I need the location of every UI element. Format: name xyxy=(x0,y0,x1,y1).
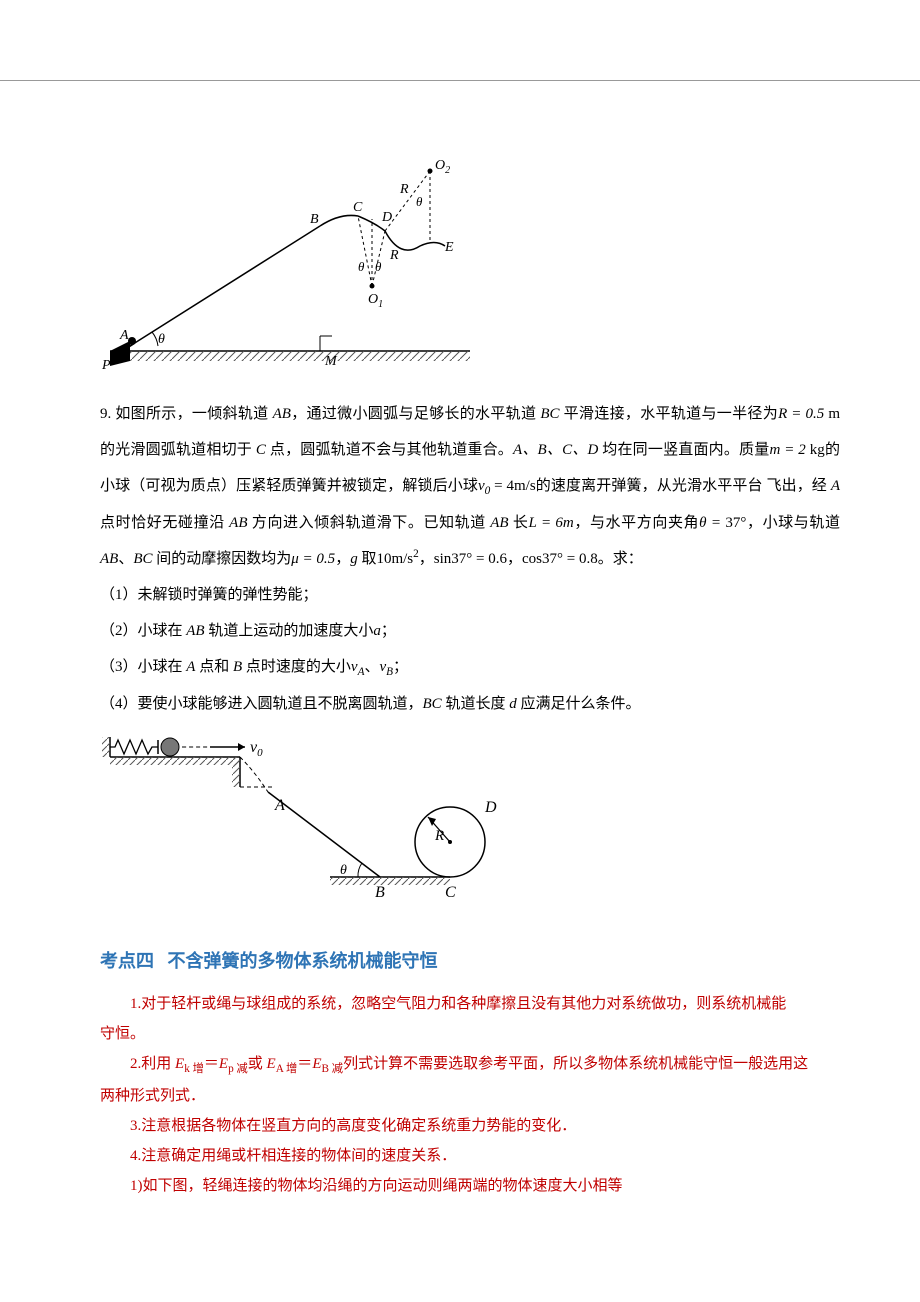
problem-line-1: 9. 如图所示，一倾斜轨道 AB，通过微小圆弧与足够长的水平轨道 BC 平滑连接… xyxy=(100,396,840,577)
label-theta-b1: θ xyxy=(358,259,365,274)
notes-section: 1.对于轻杆或绳与球组成的系统，忽略空气阻力和各种摩擦且没有其他力对系统做功，则… xyxy=(100,989,840,1201)
figure-2: v0 A θ B C R xyxy=(100,732,840,917)
problem-text: 9. 如图所示，一倾斜轨道 AB，通过微小圆弧与足够长的水平轨道 BC 平滑连接… xyxy=(100,396,840,722)
label-A: A xyxy=(119,328,129,343)
question-4: （4）要使小球能够进入圆轨道且不脱离圆轨道，BC 轨道长度 d 应满足什么条件。 xyxy=(100,686,840,722)
label-C: C xyxy=(353,200,363,215)
label-R2: R xyxy=(434,828,444,844)
label-theta-b2: θ xyxy=(375,259,382,274)
section-heading: 考点四 不含弹簧的多物体系统机械能守恒 xyxy=(100,947,840,973)
label-v0: v0 xyxy=(250,739,263,759)
label-E: E xyxy=(444,240,454,255)
label-M: M xyxy=(324,354,338,369)
note-1b: 守恒。 xyxy=(100,1019,840,1049)
label-O2: O2 xyxy=(435,158,450,176)
label-O1: O1 xyxy=(368,292,383,310)
question-2: （2）小球在 AB 轨道上运动的加速度大小a； xyxy=(100,613,840,649)
question-3: （3）小球在 A 点和 B 点时速度的大小vA、vB； xyxy=(100,649,840,686)
figure-2-svg: v0 A θ B C R xyxy=(100,732,520,912)
note-2: 2.利用 Ek 增＝Ep 减或 EA 增＝EB 减列式计算不需要选取参考平面，所… xyxy=(100,1049,840,1081)
label-A2: A xyxy=(274,797,285,814)
label-B: B xyxy=(310,212,319,227)
label-D2: D xyxy=(484,799,497,816)
label-D: D xyxy=(381,210,392,225)
note-4: 4.注意确定用绳或杆相连接的物体间的速度关系． xyxy=(100,1141,840,1171)
note-1: 1.对于轻杆或绳与球组成的系统，忽略空气阻力和各种摩擦且没有其他力对系统做功，则… xyxy=(100,989,840,1019)
question-1: （1）未解锁时弹簧的弹性势能； xyxy=(100,577,840,613)
label-R-top: R xyxy=(399,182,409,197)
label-theta-top: θ xyxy=(416,194,423,209)
label-P: P xyxy=(101,358,111,373)
note-2b: 两种形式列式． xyxy=(100,1081,840,1111)
label-theta-A: θ xyxy=(158,332,165,347)
page-content: M θ P A B C D E O1 xyxy=(0,80,920,1261)
label-theta-2: θ xyxy=(340,863,347,878)
note-5: 1)如下图，轻绳连接的物体均沿绳的方向运动则绳两端的物体速度大小相等 xyxy=(100,1171,840,1201)
figure-1-svg: M θ P A B C D E O1 xyxy=(100,151,480,381)
label-R-bottom: R xyxy=(389,248,399,263)
note-3: 3.注意根据各物体在竖直方向的高度变化确定系统重力势能的变化． xyxy=(100,1111,840,1141)
label-C2: C xyxy=(445,884,456,901)
figure-1: M θ P A B C D E O1 xyxy=(100,151,840,386)
label-B2: B xyxy=(375,884,385,901)
